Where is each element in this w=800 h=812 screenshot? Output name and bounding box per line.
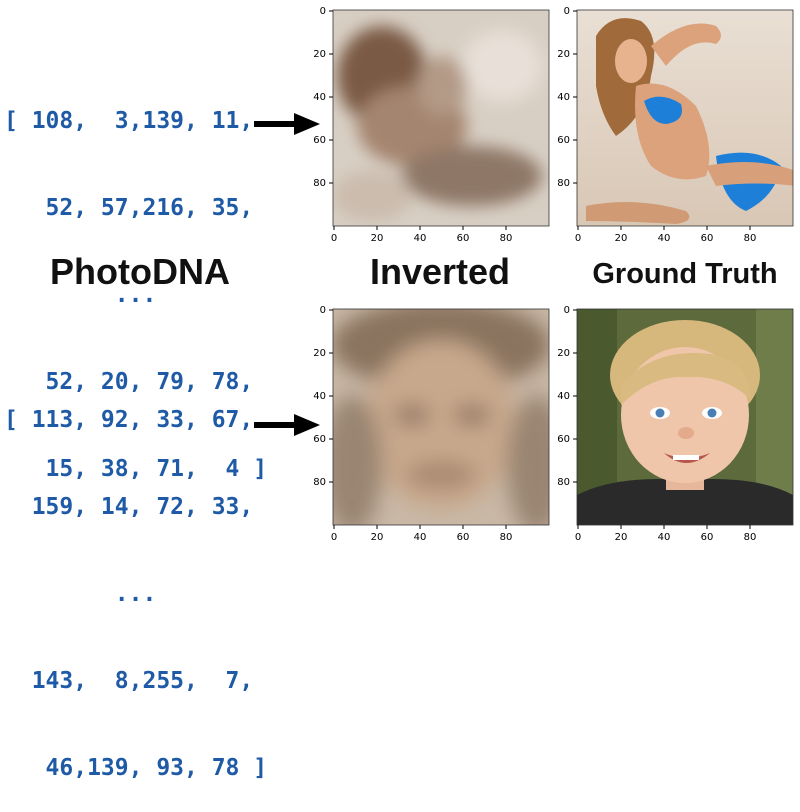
x-tick-label: 80 — [744, 233, 757, 244]
x-tick-label: 80 — [500, 233, 513, 244]
right-arrow-icon — [254, 113, 320, 135]
y-tick-label: 80 — [313, 178, 326, 189]
ground-truth-image-plot-row1: 0 20 40 60 80 0 20 40 60 80 — [556, 6, 800, 256]
hash-block-row1: [ 108, 3,139, 11, 52, 57,216, 35, ... 52… — [4, 49, 294, 513]
inverted-image-plot-row1: 0 20 40 60 80 0 20 40 60 80 — [312, 6, 562, 256]
y-tick-label: 40 — [557, 391, 570, 402]
x-tick-label: 80 — [744, 532, 757, 543]
y-tick-label: 40 — [557, 92, 570, 103]
ground-truth-image — [577, 10, 793, 226]
x-tick-label: 0 — [575, 532, 581, 543]
inverted-image — [333, 10, 549, 226]
y-axis-ticks: 0 20 40 60 80 — [557, 6, 577, 189]
x-tick-label: 40 — [658, 233, 671, 244]
y-tick-label: 80 — [557, 477, 570, 488]
x-tick-label: 60 — [457, 532, 470, 543]
heading-photodna: PhotoDNA — [50, 251, 230, 292]
hash-line: 52, 57,216, 35, — [4, 195, 254, 221]
ground-truth-image-plot-row2: 0 20 40 60 80 0 20 40 60 80 — [556, 305, 800, 555]
y-axis-ticks: 0 20 40 60 80 — [313, 6, 333, 189]
heading-ground-truth: Ground Truth — [592, 258, 778, 290]
heading-inverted: Inverted — [369, 251, 511, 292]
x-tick-label: 20 — [371, 532, 384, 543]
hash-line: ... — [4, 282, 157, 308]
x-tick-label: 0 — [575, 233, 581, 244]
x-tick-label: 40 — [414, 233, 427, 244]
x-tick-label: 60 — [701, 532, 714, 543]
y-tick-label: 60 — [557, 135, 570, 146]
hash-line: 46,139, 93, 78 ] — [4, 755, 268, 781]
hash-line: 15, 38, 71, 4 ] — [4, 456, 268, 482]
x-axis-ticks: 0 20 40 60 80 — [575, 226, 757, 244]
ground-truth-image — [577, 309, 793, 525]
y-tick-label: 20 — [557, 348, 570, 359]
y-tick-label: 40 — [313, 391, 326, 402]
x-axis-ticks: 0 20 40 60 80 — [575, 525, 757, 543]
right-arrow-icon — [254, 414, 320, 436]
x-axis-ticks: 0 20 40 60 80 — [331, 226, 513, 244]
x-axis-ticks: 0 20 40 60 80 — [331, 525, 513, 543]
y-axis-ticks: 0 20 40 60 80 — [557, 305, 577, 488]
x-tick-label: 0 — [331, 233, 337, 244]
y-tick-label: 20 — [313, 348, 326, 359]
y-tick-label: 80 — [557, 178, 570, 189]
hash-line: [ 113, 92, 33, 67, — [4, 407, 254, 433]
y-axis-ticks: 0 20 40 60 80 — [313, 305, 333, 488]
x-tick-label: 20 — [615, 233, 628, 244]
y-tick-label: 0 — [564, 6, 570, 17]
inverted-image-plot-row2: 0 20 40 60 80 0 20 40 60 80 — [312, 305, 562, 555]
hash-line: 143, 8,255, 7, — [4, 668, 254, 694]
y-tick-label: 20 — [557, 49, 570, 60]
x-tick-label: 60 — [457, 233, 470, 244]
hash-line: [ 108, 3,139, 11, — [4, 108, 254, 134]
hash-line: 52, 20, 79, 78, — [4, 369, 254, 395]
y-tick-label: 0 — [564, 305, 570, 316]
x-tick-label: 20 — [615, 532, 628, 543]
y-tick-label: 60 — [557, 434, 570, 445]
y-tick-label: 0 — [320, 305, 326, 316]
x-tick-label: 40 — [658, 532, 671, 543]
x-tick-label: 0 — [331, 532, 337, 543]
y-tick-label: 60 — [313, 434, 326, 445]
hash-line: 159, 14, 72, 33, — [4, 494, 254, 520]
inverted-image — [333, 309, 549, 525]
x-tick-label: 80 — [500, 532, 513, 543]
y-tick-label: 80 — [313, 477, 326, 488]
x-tick-label: 40 — [414, 532, 427, 543]
y-tick-label: 0 — [320, 6, 326, 17]
y-tick-label: 20 — [313, 49, 326, 60]
y-tick-label: 40 — [313, 92, 326, 103]
hash-block-row2: [ 113, 92, 33, 67, 159, 14, 72, 33, ... … — [4, 348, 294, 812]
y-tick-label: 60 — [313, 135, 326, 146]
x-tick-label: 60 — [701, 233, 714, 244]
hash-line: ... — [4, 581, 157, 607]
x-tick-label: 20 — [371, 233, 384, 244]
